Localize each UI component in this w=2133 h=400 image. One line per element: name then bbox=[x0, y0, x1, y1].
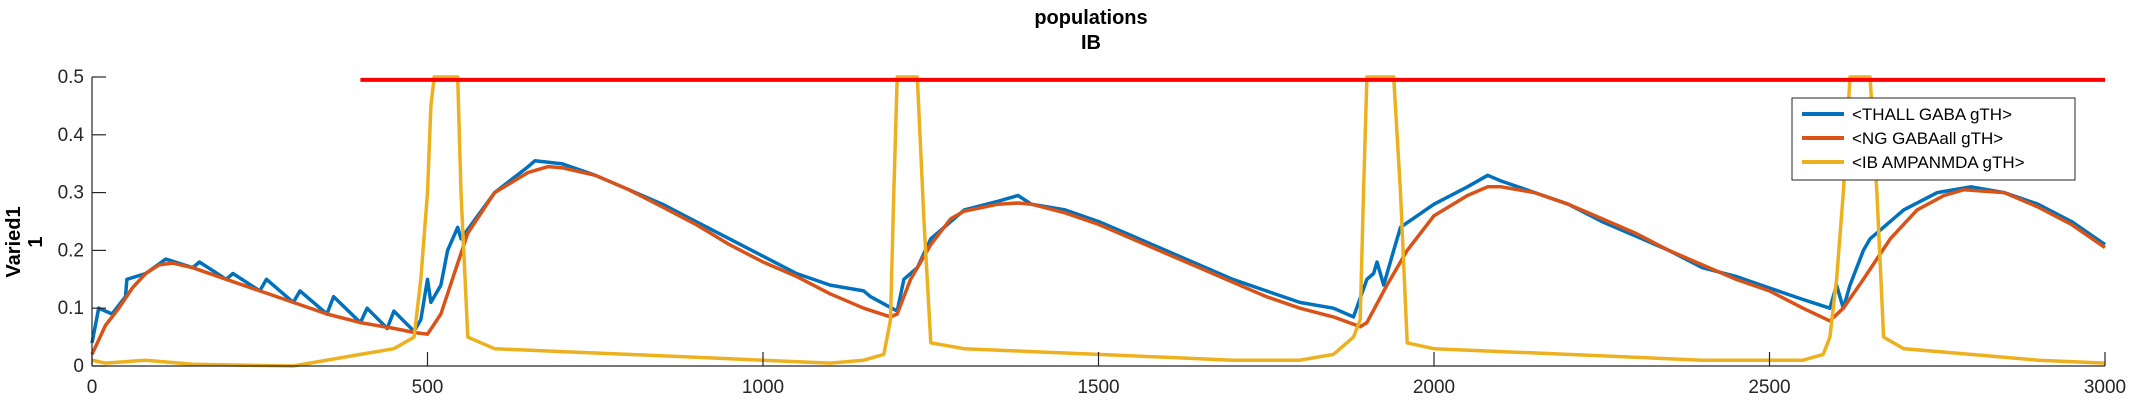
y-tick-label: 0.2 bbox=[58, 240, 84, 261]
chart-title: populations bbox=[1034, 7, 1147, 29]
y-tick-label: 0 bbox=[73, 356, 84, 377]
legend-label-3: <IB AMPANMDA gTH> bbox=[1852, 153, 2025, 172]
y-tick-label: 0.4 bbox=[58, 125, 85, 146]
x-tick-label: 0 bbox=[87, 377, 98, 398]
chart-subtitle: IB bbox=[1081, 32, 1101, 54]
y-tick-label: 0.1 bbox=[58, 298, 84, 319]
x-tick-label: 3000 bbox=[2084, 377, 2126, 398]
y-axis-label-line-1: Varied1 bbox=[3, 206, 25, 277]
legend-label-2: <NG GABAall gTH> bbox=[1852, 129, 2003, 148]
y-axis-label-line-2: 1 bbox=[25, 236, 47, 247]
x-tick-label: 2000 bbox=[1413, 377, 1455, 398]
y-tick-label: 0.5 bbox=[58, 67, 84, 88]
y-axis-label: Varied1 1 bbox=[3, 206, 47, 277]
series-line-1 bbox=[90, 159, 2106, 344]
axes: 0 500 1000 1500 2000 2500 3000 0 0.1 0.2 0.3 0.4 0.5 bbox=[58, 67, 2127, 398]
legend: <THALL GABA gTH> <NG GABAall gTH> <IB AMPA… bbox=[1791, 97, 2076, 181]
series-line-2 bbox=[90, 164, 2106, 356]
x-tick-label: 1000 bbox=[742, 377, 784, 398]
plot-area bbox=[90, 75, 2106, 368]
x-tick-label: 1500 bbox=[1077, 377, 1119, 398]
y-tick-label: 0.3 bbox=[58, 183, 84, 204]
x-tick-label: 500 bbox=[412, 377, 444, 398]
series-line-3 bbox=[91, 75, 2106, 368]
x-tick-label: 2500 bbox=[1748, 377, 1790, 398]
legend-label-1: <THALL GABA gTH> bbox=[1852, 105, 2012, 124]
